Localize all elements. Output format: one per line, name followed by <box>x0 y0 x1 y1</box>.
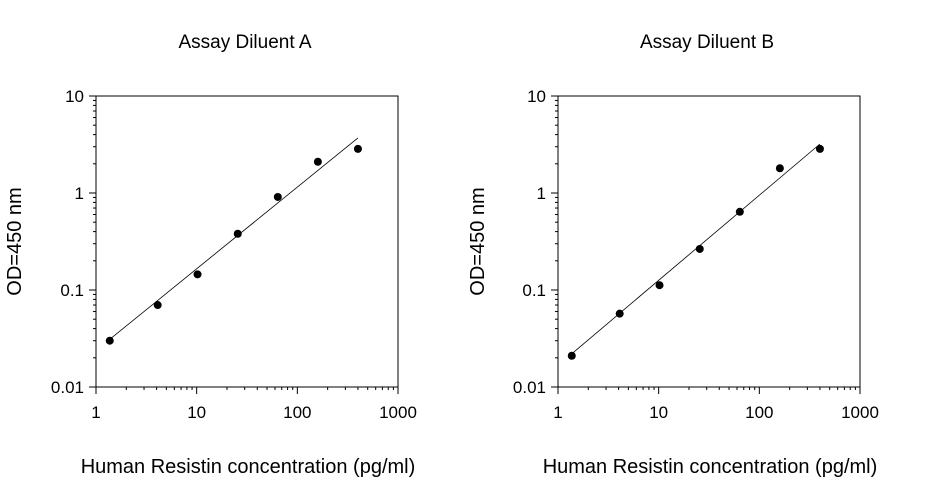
chart-2-x-tick-label: 1 <box>553 403 562 422</box>
chart-2-data-point <box>695 244 704 253</box>
chart-2-data-point <box>655 281 664 290</box>
chart-1-fit-line <box>109 137 359 340</box>
chart-1-x-tick-label: 1 <box>91 403 100 422</box>
chart-1-y-tick-label: 0.01 <box>51 378 84 397</box>
chart-2-data-point <box>615 309 624 318</box>
chart-2-y-tick-label: 1 <box>537 184 546 203</box>
chart-1-x-tick-label: 10 <box>187 403 206 422</box>
chart-2-data-point <box>735 207 744 216</box>
chart-2-data-point <box>815 144 824 153</box>
chart-2-x-tick-label: 100 <box>745 403 773 422</box>
chart-1-x-tick-label: 1000 <box>379 403 417 422</box>
chart-1-data-point <box>193 270 202 279</box>
chart-2-plot-frame <box>557 95 861 388</box>
chart-2-x-tick-label: 10 <box>649 403 668 422</box>
chart-2-data-point <box>775 164 784 173</box>
chart-1-y-tick-label: 10 <box>65 87 84 106</box>
chart-1-plot-frame <box>95 95 399 388</box>
chart-2-title: Assay Diluent B <box>640 32 774 53</box>
chart-1-data-point <box>353 144 362 153</box>
chart-1-data-point <box>233 229 242 238</box>
chart-1-data-point <box>105 336 114 345</box>
chart-1-data-point <box>313 157 322 166</box>
chart-1-y-tick-label: 1 <box>75 184 84 203</box>
chart-1-data-point <box>273 192 282 201</box>
chart-1-x-axis-label: Human Resistin concentration (pg/ml) <box>81 456 416 478</box>
chart-2-x-tick-label: 1000 <box>841 403 879 422</box>
chart-1-y-tick-label: 0.1 <box>60 281 84 300</box>
chart-2-y-tick-label: 0.01 <box>513 378 546 397</box>
chart-2-y-tick-label: 0.1 <box>522 281 546 300</box>
chart-1-data-point <box>153 301 162 310</box>
chart-1-x-tick-label: 100 <box>283 403 311 422</box>
chart-2-data-point <box>567 351 576 360</box>
chart-2-x-axis-label: Human Resistin concentration (pg/ml) <box>543 456 878 478</box>
chart-2-y-axis-label: OD=450 nm <box>467 187 489 295</box>
chart-2-y-tick-label: 10 <box>527 87 546 106</box>
chart-1-title: Assay Diluent A <box>178 32 311 53</box>
chart-1-y-axis-label: OD=450 nm <box>4 187 26 295</box>
